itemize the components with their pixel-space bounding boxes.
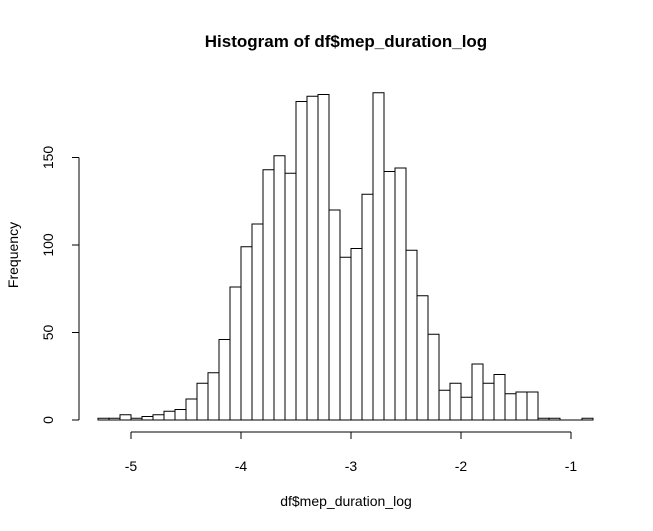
histogram-bar [438,389,451,421]
y-tick-label: 0 [40,416,56,424]
histogram-bar [471,363,484,421]
histogram-bar [383,171,396,421]
x-tick-label: -2 [455,458,468,474]
histogram-bar [460,396,473,421]
x-tick-label: -1 [565,458,578,474]
y-tick-label: 100 [40,233,56,257]
histogram-bar [493,374,506,421]
histogram-bar [174,409,187,421]
histogram-bar [119,414,132,421]
histogram-bar [273,155,286,421]
histogram-bar [306,95,319,421]
histogram-bar [141,416,154,421]
histogram-bar [284,172,297,421]
histogram-bar [97,417,110,421]
histogram-bar [427,333,440,421]
x-axis: -5 -4 -3 -2 -1 [125,431,578,474]
histogram-bar [218,339,231,421]
histogram-bar [449,382,462,421]
histogram-bar [130,417,143,421]
histogram-bar [152,414,165,421]
y-axis: 0 50 100 150 [40,146,80,424]
histogram-bar [196,382,209,421]
histogram-bar [350,248,363,421]
histogram-bar [328,209,341,421]
histogram-bar [581,417,594,421]
histogram-bar [295,101,308,421]
histogram-bar [394,167,407,421]
histogram-bar [339,256,352,421]
x-tick-label: -4 [235,458,248,474]
y-tick-label: 50 [40,325,56,341]
histogram-bar [262,169,275,421]
histogram-bar [537,417,550,421]
x-tick-label: -5 [125,458,138,474]
histogram-bar [317,94,330,421]
histogram-bar [482,382,495,421]
histogram-bar [185,398,198,421]
y-tick-label: 150 [40,146,56,170]
chart-title: Histogram of df$mep_duration_log [205,32,487,51]
histogram-bar [372,92,385,421]
histogram-bar [251,223,264,421]
bars-group [97,92,594,421]
y-axis-label: Frequency [5,222,21,288]
histogram-bar [526,391,539,421]
histogram-bar [240,246,253,421]
x-tick-label: -3 [345,458,358,474]
histogram-bar [229,286,242,421]
x-axis-label: df$mep_duration_log [280,493,412,509]
histogram-bar [361,193,374,421]
histogram-bar [416,295,429,421]
histogram-bar [108,417,121,421]
histogram-bar [163,410,176,421]
histogram-bar [515,391,528,421]
histogram-bar [504,393,517,421]
histogram-bar [548,417,561,421]
histogram-bar [207,372,220,421]
histogram-bar [405,249,418,421]
